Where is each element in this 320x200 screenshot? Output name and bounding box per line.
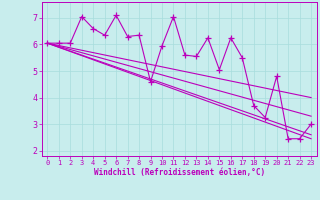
X-axis label: Windchill (Refroidissement éolien,°C): Windchill (Refroidissement éolien,°C) bbox=[94, 168, 265, 177]
